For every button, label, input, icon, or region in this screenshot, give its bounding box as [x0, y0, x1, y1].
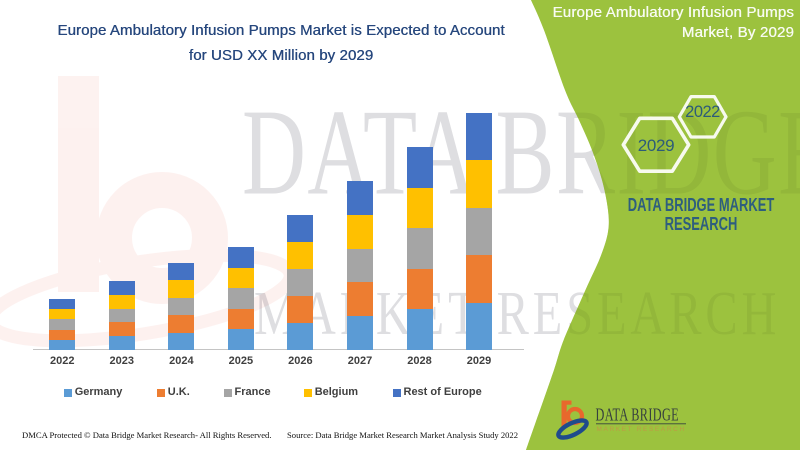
svg-text:MARKET RESEARCH: MARKET RESEARCH	[597, 426, 686, 433]
svg-text:DATA BRIDGE: DATA BRIDGE	[596, 406, 679, 425]
